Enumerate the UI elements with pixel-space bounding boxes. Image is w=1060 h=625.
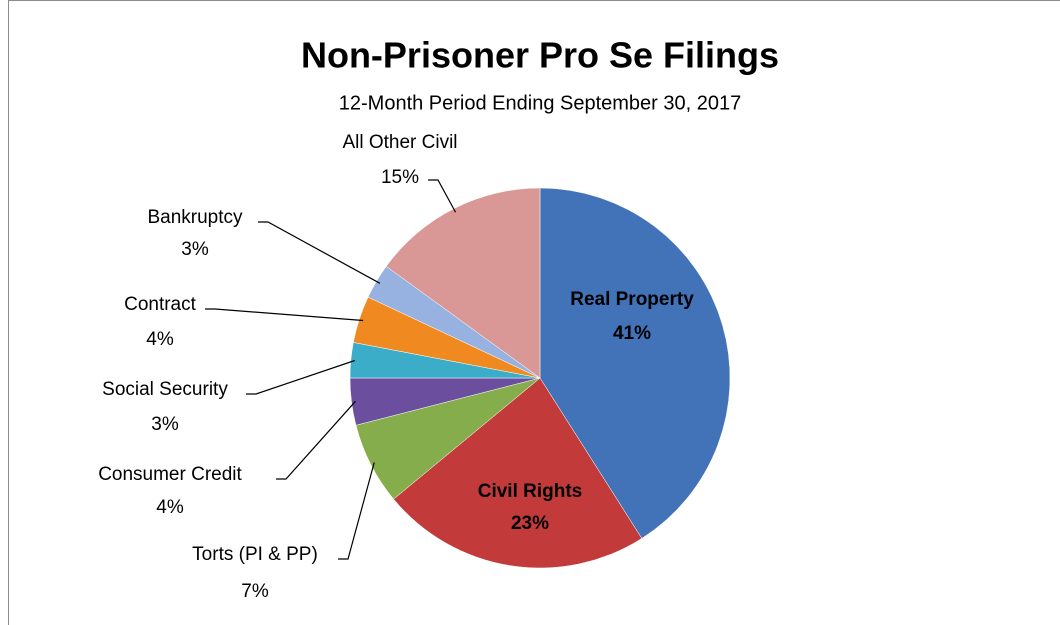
slice-value-label: 7% [241,581,269,602]
slice-label: Consumer Credit [98,464,242,485]
slice-value-label: 4% [156,497,184,518]
slice-value-label: 3% [151,414,179,435]
slice-value-label: 4% [146,329,174,350]
slice-label: Social Security [102,379,228,400]
slice-value-label: 15% [381,167,419,188]
pie-slice [539,187,731,539]
slice-label: Civil Rights [478,481,583,502]
leader-line [428,179,457,213]
slice-value-label: 23% [511,513,549,534]
chart-subtitle: 12-Month Period Ending September 30, 201… [339,92,742,114]
slice-label: Torts (PI & PP) [192,544,318,565]
slice-label: Contract [124,294,197,315]
leader-line [246,359,356,395]
leader-line [205,308,364,322]
slice-value-label: 41% [613,323,651,344]
slice-label: All Other Civil [342,132,457,153]
leader-line [276,400,356,480]
leader-line [338,462,375,560]
chart-title: Non-Prisoner Pro Se Filings [301,35,779,76]
pie-slice [393,377,643,569]
slice-label: Real Property [570,289,694,310]
slice-label: Bankruptcy [147,207,243,228]
leader-line [258,221,381,284]
slice-value-label: 3% [181,239,209,260]
